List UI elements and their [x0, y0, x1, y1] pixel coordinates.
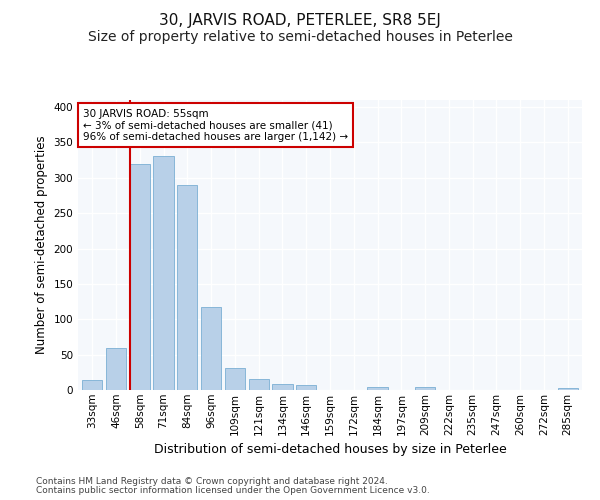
Bar	[248, 380, 269, 390]
Bar	[272, 384, 293, 390]
X-axis label: Distribution of semi-detached houses by size in Peterlee: Distribution of semi-detached houses by …	[154, 443, 506, 456]
Bar	[106, 348, 126, 390]
Bar	[130, 164, 150, 390]
Text: Contains public sector information licensed under the Open Government Licence v3: Contains public sector information licen…	[36, 486, 430, 495]
Bar	[154, 156, 173, 390]
Text: 30 JARVIS ROAD: 55sqm
← 3% of semi-detached houses are smaller (41)
96% of semi-: 30 JARVIS ROAD: 55sqm ← 3% of semi-detac…	[83, 108, 348, 142]
Text: Size of property relative to semi-detached houses in Peterlee: Size of property relative to semi-detach…	[88, 30, 512, 44]
Bar	[557, 388, 578, 390]
Bar	[177, 185, 197, 390]
Bar	[367, 387, 388, 390]
Bar	[225, 368, 245, 390]
Y-axis label: Number of semi-detached properties: Number of semi-detached properties	[35, 136, 48, 354]
Text: 30, JARVIS ROAD, PETERLEE, SR8 5EJ: 30, JARVIS ROAD, PETERLEE, SR8 5EJ	[159, 12, 441, 28]
Bar	[415, 387, 435, 390]
Bar	[82, 380, 103, 390]
Bar	[296, 385, 316, 390]
Text: Contains HM Land Registry data © Crown copyright and database right 2024.: Contains HM Land Registry data © Crown c…	[36, 477, 388, 486]
Bar	[201, 307, 221, 390]
